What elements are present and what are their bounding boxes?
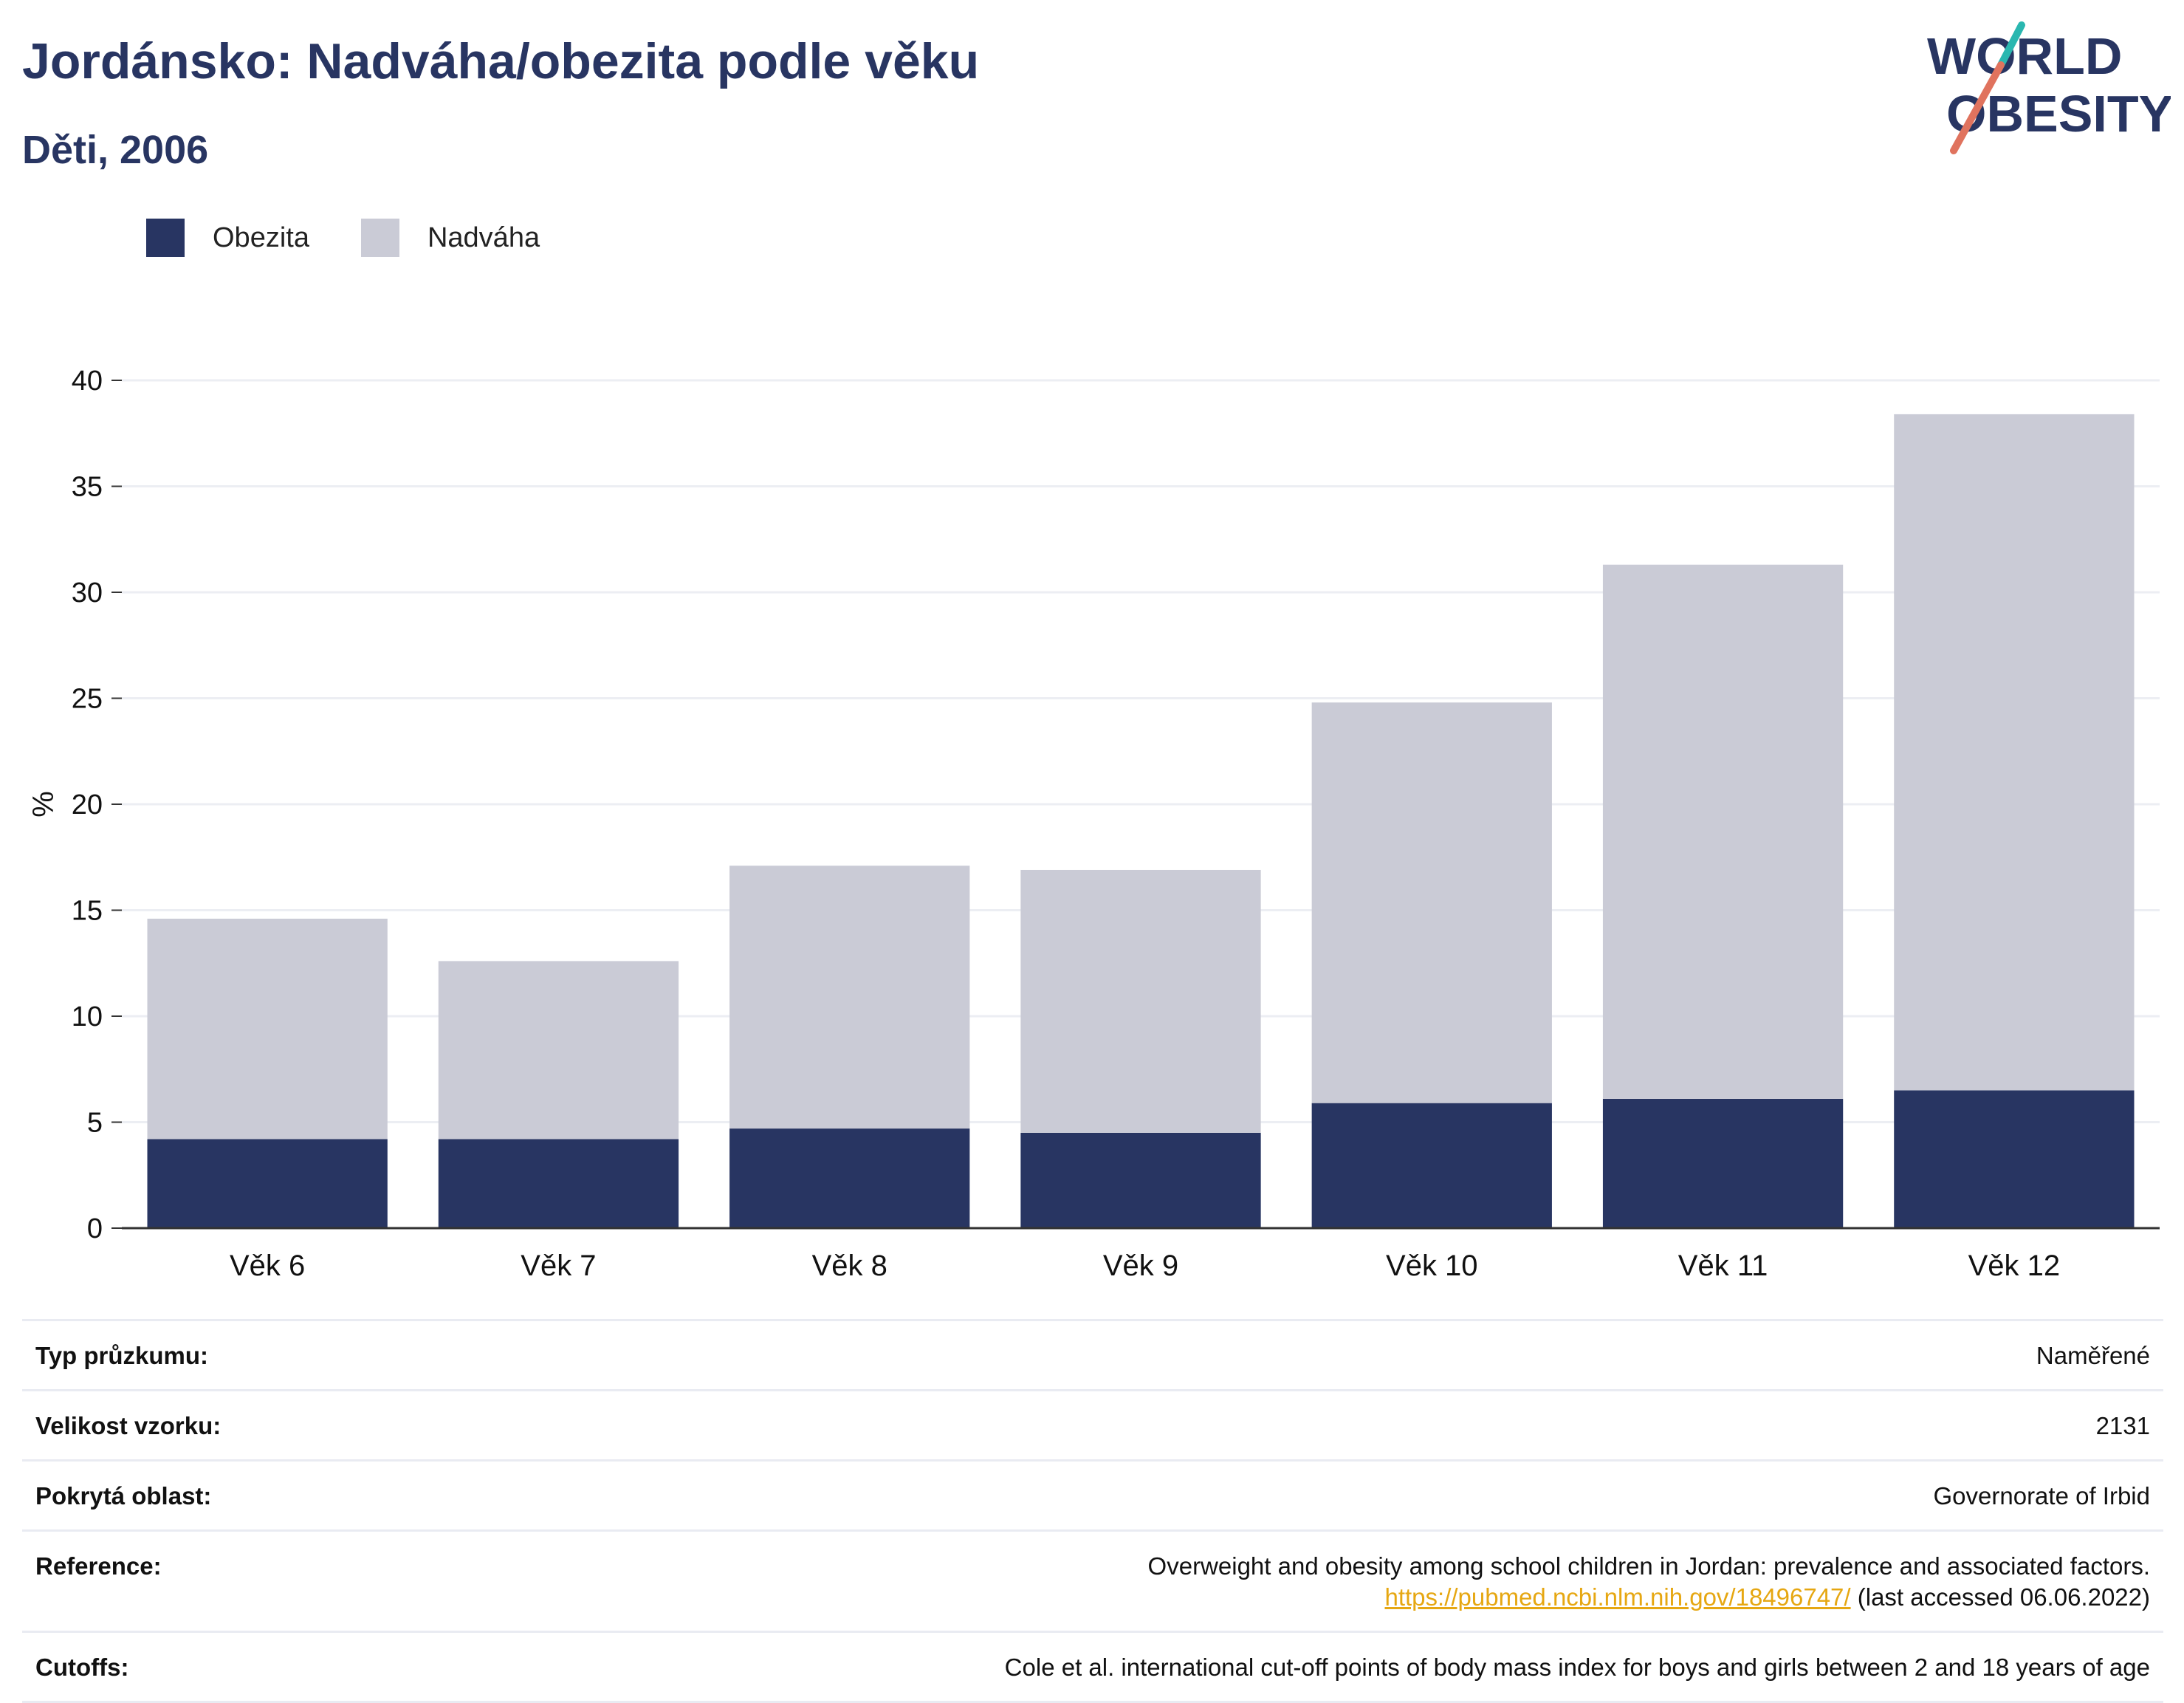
y-tick-label: 0	[87, 1213, 103, 1244]
meta-value-reference: Overweight and obesity among school chil…	[1148, 1551, 2163, 1613]
legend-label-obezita: Obezita	[213, 222, 309, 253]
y-tick-label: 40	[72, 366, 103, 397]
y-tick-label: 10	[72, 1001, 103, 1032]
bar-obezita	[1894, 1090, 2135, 1228]
meta-label: Typ průzkumu:	[35, 1342, 209, 1369]
bar-obezita	[147, 1139, 388, 1228]
bar-nadvaha	[147, 918, 388, 1140]
meta-label: Velikost vzorku:	[35, 1412, 222, 1439]
meta-label: Reference:	[35, 1552, 162, 1580]
meta-row-area: Pokrytá oblast: Governorate of Irbid	[22, 1459, 2163, 1529]
legend-item-obezita: Obezita	[146, 219, 309, 257]
world-obesity-logo: WORLD OBESITY	[1927, 21, 2171, 154]
bar-nadvaha	[729, 866, 970, 1129]
x-tick-label: Věk 12	[1968, 1250, 2061, 1282]
bar-obezita	[438, 1139, 679, 1228]
y-tick-label: 25	[72, 684, 103, 715]
legend-label-nadvaha: Nadváha	[427, 222, 540, 253]
bar-nadvaha	[1311, 702, 1552, 1103]
bar-obezita	[1311, 1103, 1552, 1228]
meta-value: 2131	[2095, 1412, 2150, 1439]
y-tick-label: 5	[87, 1108, 103, 1139]
meta-label: Cutoffs:	[35, 1654, 129, 1681]
y-tick-label: 15	[72, 896, 103, 927]
x-tick-label: Věk 9	[1103, 1250, 1178, 1282]
meta-value: Cole et al. international cut-off points…	[1004, 1654, 2150, 1681]
legend-item-nadvaha: Nadváha	[360, 219, 540, 257]
y-axis-label: %	[27, 791, 60, 818]
page-subtitle: Děti, 2006	[22, 128, 209, 172]
reference-link[interactable]: https://pubmed.ncbi.nlm.nih.gov/18496747…	[1384, 1583, 1851, 1611]
bar-obezita	[729, 1128, 970, 1228]
x-tick-label: Věk 7	[521, 1250, 596, 1282]
meta-label: Pokrytá oblast:	[35, 1482, 212, 1510]
y-tick-label: 35	[72, 472, 103, 503]
meta-value: Naměřené	[2036, 1342, 2150, 1369]
bar-obezita	[1020, 1132, 1261, 1228]
bar-nadvaha	[1602, 564, 1844, 1099]
legend-swatch-obezita	[146, 219, 185, 257]
reference-accessed: (last accessed 06.06.2022)	[1857, 1583, 2150, 1611]
x-tick-label: Věk 11	[1678, 1250, 1768, 1282]
bar-chart: 0 5 10 15 20 25 30 35 40% Věk 6 Věk 7 Věk 8 Věk 9 Věk…	[27, 366, 2160, 1282]
meta-row-sample-size: Velikost vzorku: 2131	[22, 1389, 2163, 1459]
meta-row-survey-type: Typ průzkumu: Naměřené	[22, 1319, 2163, 1389]
y-tick-label: 30	[72, 578, 103, 609]
y-tick-label: 20	[72, 789, 103, 820]
bar-nadvaha	[1894, 414, 2135, 1091]
page-title: Jordánsko: Nadváha/obezita podle věku	[22, 33, 980, 89]
meta-row-reference: Reference: Overweight and obesity among …	[22, 1529, 2163, 1631]
x-tick-label: Věk 8	[812, 1250, 887, 1282]
bar-nadvaha	[1020, 869, 1261, 1133]
chart-legend: Obezita Nadváha	[146, 219, 591, 257]
svg-text:OBESITY: OBESITY	[1946, 85, 2171, 143]
reference-text: Overweight and obesity among school chil…	[1147, 1552, 2150, 1580]
meta-value: Governorate of Irbid	[1933, 1482, 2151, 1510]
svg-text:WORLD: WORLD	[1927, 27, 2122, 85]
x-tick-label: Věk 10	[1386, 1250, 1478, 1282]
x-tick-label: Věk 6	[230, 1250, 305, 1282]
bar-nadvaha	[438, 961, 679, 1140]
survey-metadata-table: Typ průzkumu: Naměřené Velikost vzorku: …	[22, 1319, 2163, 1703]
legend-swatch-nadvaha	[360, 219, 399, 257]
bar-obezita	[1602, 1098, 1844, 1228]
meta-row-cutoffs: Cutoffs: Cole et al. international cut-o…	[22, 1631, 2163, 1703]
